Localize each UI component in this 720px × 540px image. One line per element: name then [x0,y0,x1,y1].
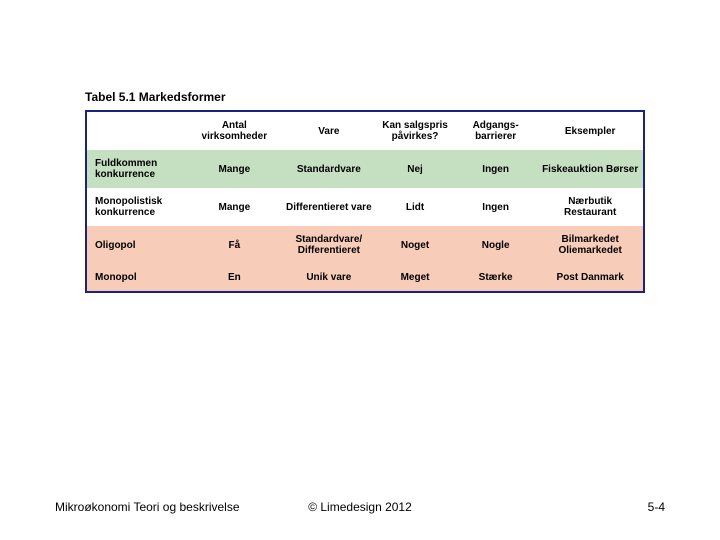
col-header-0 [87,112,187,150]
table-cell: Bilmarkedet Oliemarkedet [537,226,643,264]
table-cell: Lidt [376,188,454,226]
table-cell: Post Danmark [537,264,643,291]
table-cell: Standardvare/ Differentieret [282,226,377,264]
col-header-4: Adgangs-barrierer [454,112,537,150]
row-label: Monopol [87,264,187,291]
table-row: Monopolistisk konkurrence Mange Differen… [87,188,643,226]
table-title: Tabel 5.1 Markedsformer [85,90,650,104]
table-cell: Nærbutik Restaurant [537,188,643,226]
table-cell: Få [187,226,282,264]
table-row: Monopol En Unik vare Meget Stærke Post D… [87,264,643,291]
table-row: Fuldkommen konkurrence Mange Standardvar… [87,150,643,188]
slide: Tabel 5.1 Markedsformer Antal virksomhed… [0,0,720,540]
table-cell: Mange [187,188,282,226]
table-cell: Nej [376,150,454,188]
footer-center: © Limedesign 2012 [0,500,720,514]
col-header-1: Antal virksomheder [187,112,282,150]
markedsformer-table: Antal virksomheder Vare Kan salgspris på… [87,112,643,291]
table-container: Antal virksomheder Vare Kan salgspris på… [85,110,645,293]
footer-right: 5-4 [648,500,665,514]
col-header-5: Eksempler [537,112,643,150]
table-cell: Nogle [454,226,537,264]
table-cell: Unik vare [282,264,377,291]
row-label: Monopolistisk konkurrence [87,188,187,226]
table-row: Oligopol Få Standardvare/ Differentieret… [87,226,643,264]
table-header-row: Antal virksomheder Vare Kan salgspris på… [87,112,643,150]
row-label: Fuldkommen konkurrence [87,150,187,188]
table-cell: Noget [376,226,454,264]
table-cell: En [187,264,282,291]
table-cell: Stærke [454,264,537,291]
table-cell: Ingen [454,150,537,188]
table-cell: Standardvare [282,150,377,188]
row-label: Oligopol [87,226,187,264]
table-cell: Mange [187,150,282,188]
col-header-2: Vare [282,112,377,150]
table-cell: Meget [376,264,454,291]
table-cell: Ingen [454,188,537,226]
table-cell: Fiskeauktion Børser [537,150,643,188]
col-header-3: Kan salgspris påvirkes? [376,112,454,150]
table-cell: Differentieret vare [282,188,377,226]
